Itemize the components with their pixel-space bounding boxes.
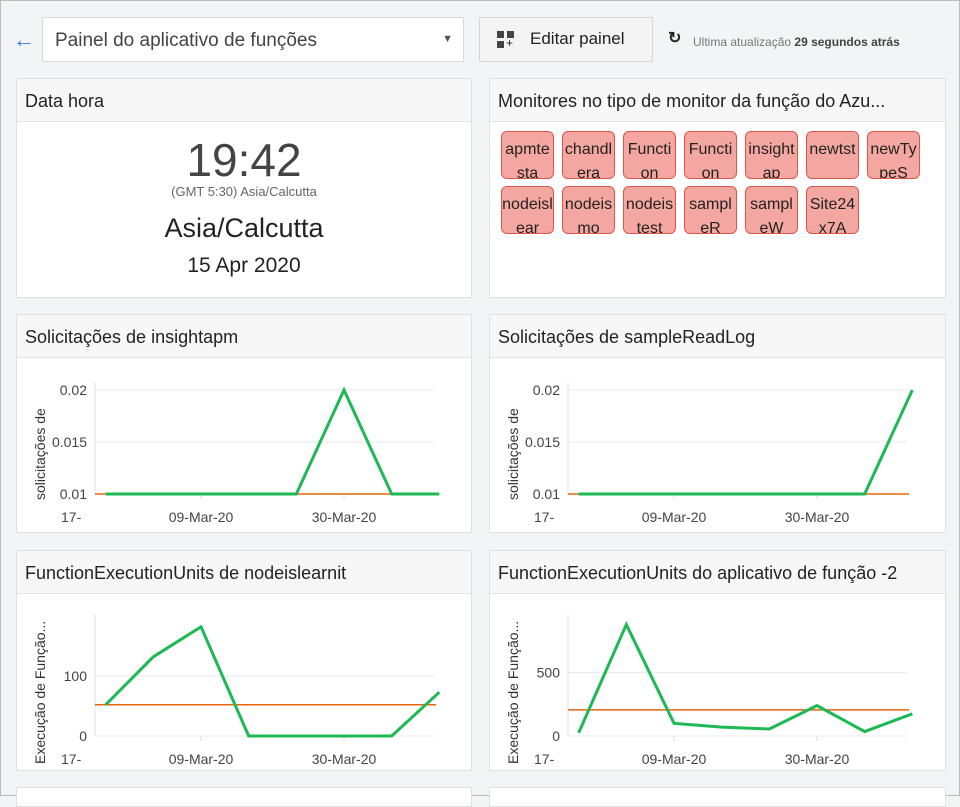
- y-tick-label: 0.015: [52, 434, 87, 450]
- x-tick-label: 09-Mar-20: [169, 509, 234, 525]
- y-tick-label: 0: [79, 728, 87, 744]
- y-tick-label: 0.015: [525, 434, 560, 450]
- x-tick-label: 17-Feb-20: [534, 751, 599, 767]
- x-tick-label: 17-Feb-20: [534, 509, 599, 525]
- y-tick-label: 0.01: [60, 486, 87, 502]
- x-tick-label: 30-Mar-20: [785, 751, 850, 767]
- monitor-tile[interactable]: Site24x7A: [806, 186, 859, 234]
- y-tick-label: 500: [537, 665, 561, 681]
- monitor-tile[interactable]: insightap: [745, 131, 798, 179]
- y-tick-label: 0.01: [533, 486, 560, 502]
- y-tick-label: 0: [552, 728, 560, 744]
- clock-date: 15 Apr 2020: [187, 254, 301, 277]
- x-tick-label: 09-Mar-20: [169, 751, 234, 767]
- refresh-icon[interactable]: ↻: [668, 30, 682, 47]
- y-axis-label: solicitações de: [505, 408, 521, 500]
- panel-title: Solicitações de insightapm: [17, 315, 471, 358]
- data-series-line: [577, 620, 913, 734]
- data-series-line: [104, 624, 441, 738]
- data-series-line: [105, 386, 440, 496]
- panel-title: FunctionExecutionUnits do aplicativo de …: [490, 551, 945, 594]
- chart-panel-function-app: FunctionExecutionUnits do aplicativo de …: [489, 550, 946, 771]
- x-tick-label: 17-Feb-20: [61, 751, 126, 767]
- last-update-value: 29 segundos atrás: [794, 35, 900, 49]
- monitor-tile[interactable]: newTypeS: [867, 131, 920, 179]
- chart-panel-samplereadlog: Solicitações de sampleReadLog 0.01 0.015 0…: [489, 314, 946, 533]
- x-tick-label: 09-Mar-20: [642, 751, 707, 767]
- last-update: Ultima atualização 29 segundos atrás: [693, 35, 900, 49]
- edit-dashboard-label: Editar painel: [530, 29, 625, 48]
- line-chart: 0.01 0.015 0.02 17-Feb-20 09-Mar-20 30-Mar-20…: [32, 382, 440, 525]
- panel-title: Data hora: [17, 79, 471, 122]
- y-axis-label: Execução de Função...: [32, 621, 48, 764]
- caret-down-icon: ▼: [442, 33, 453, 45]
- panel-title: FunctionExecutionUnits de nodeislearnit: [17, 551, 471, 594]
- line-chart: 0.01 0.015 0.02 17-Feb-20 09-Mar-20 30-Mar-20…: [505, 382, 914, 525]
- timezone-offset: (GMT 5:30) Asia/Calcutta: [171, 184, 317, 199]
- last-update-label: Ultima atualização: [693, 35, 792, 49]
- x-tick-label: 30-Mar-20: [312, 751, 377, 767]
- chart-panel-insightapm: Solicitações de insightapm 0.01 0.015 0.02…: [16, 314, 472, 533]
- monitor-tile[interactable]: sampleR: [684, 186, 737, 234]
- monitor-tile[interactable]: nodeislear: [501, 186, 554, 234]
- monitor-tile[interactable]: Function: [684, 131, 737, 179]
- x-tick-label: 17-Feb-20: [61, 509, 126, 525]
- panel-partial: [16, 787, 472, 807]
- clock-time: 19:42: [186, 134, 302, 186]
- monitor-tile[interactable]: newtst: [806, 131, 859, 179]
- y-axis-label: Execução de Função...: [505, 621, 521, 764]
- back-arrow-icon[interactable]: ←: [13, 27, 35, 52]
- monitors-panel: Monitores no tipo de monitor da função d…: [489, 78, 946, 298]
- line-chart: 0 500 17-Feb-20 09-Mar-20 30-Mar-20 Execução …: [505, 614, 913, 767]
- x-tick-label: 09-Mar-20: [642, 509, 707, 525]
- y-axis-label: solicitações de: [32, 408, 48, 500]
- y-tick-label: 0.02: [60, 382, 87, 398]
- panel-title: Monitores no tipo de monitor da função d…: [490, 79, 945, 122]
- dashboard-select[interactable]: Painel do aplicativo de funções ▼: [42, 17, 464, 62]
- x-tick-label: 30-Mar-20: [312, 509, 377, 525]
- dashboard-select-value: Painel do aplicativo de funções: [55, 30, 317, 51]
- add-widget-icon: +: [497, 31, 515, 50]
- y-tick-label: 0.02: [533, 382, 560, 398]
- line-chart: 0 100 17-Feb-20 09-Mar-20 30-Mar-20 Execução …: [32, 614, 441, 767]
- monitor-tile[interactable]: nodeismo: [562, 186, 615, 234]
- monitor-tile[interactable]: Function: [623, 131, 676, 179]
- data-series-line: [578, 389, 914, 496]
- monitor-tile[interactable]: nodeistest: [623, 186, 676, 234]
- panel-title: Solicitações de sampleReadLog: [490, 315, 945, 358]
- y-tick-label: 100: [64, 668, 88, 684]
- edit-dashboard-button[interactable]: + Editar painel: [479, 17, 653, 62]
- panel-partial: [489, 787, 946, 807]
- monitor-tile[interactable]: sampleW: [745, 186, 798, 234]
- datetime-panel: Data hora 19:42 (GMT 5:30) Asia/Calcutta…: [16, 78, 472, 298]
- monitor-tile[interactable]: chandlera: [562, 131, 615, 179]
- chart-panel-nodeislearnit: FunctionExecutionUnits de nodeislearnit …: [16, 550, 472, 771]
- x-tick-label: 30-Mar-20: [785, 509, 850, 525]
- monitor-tile[interactable]: apmtesta: [501, 131, 554, 179]
- timezone-city: Asia/Calcutta: [164, 213, 324, 243]
